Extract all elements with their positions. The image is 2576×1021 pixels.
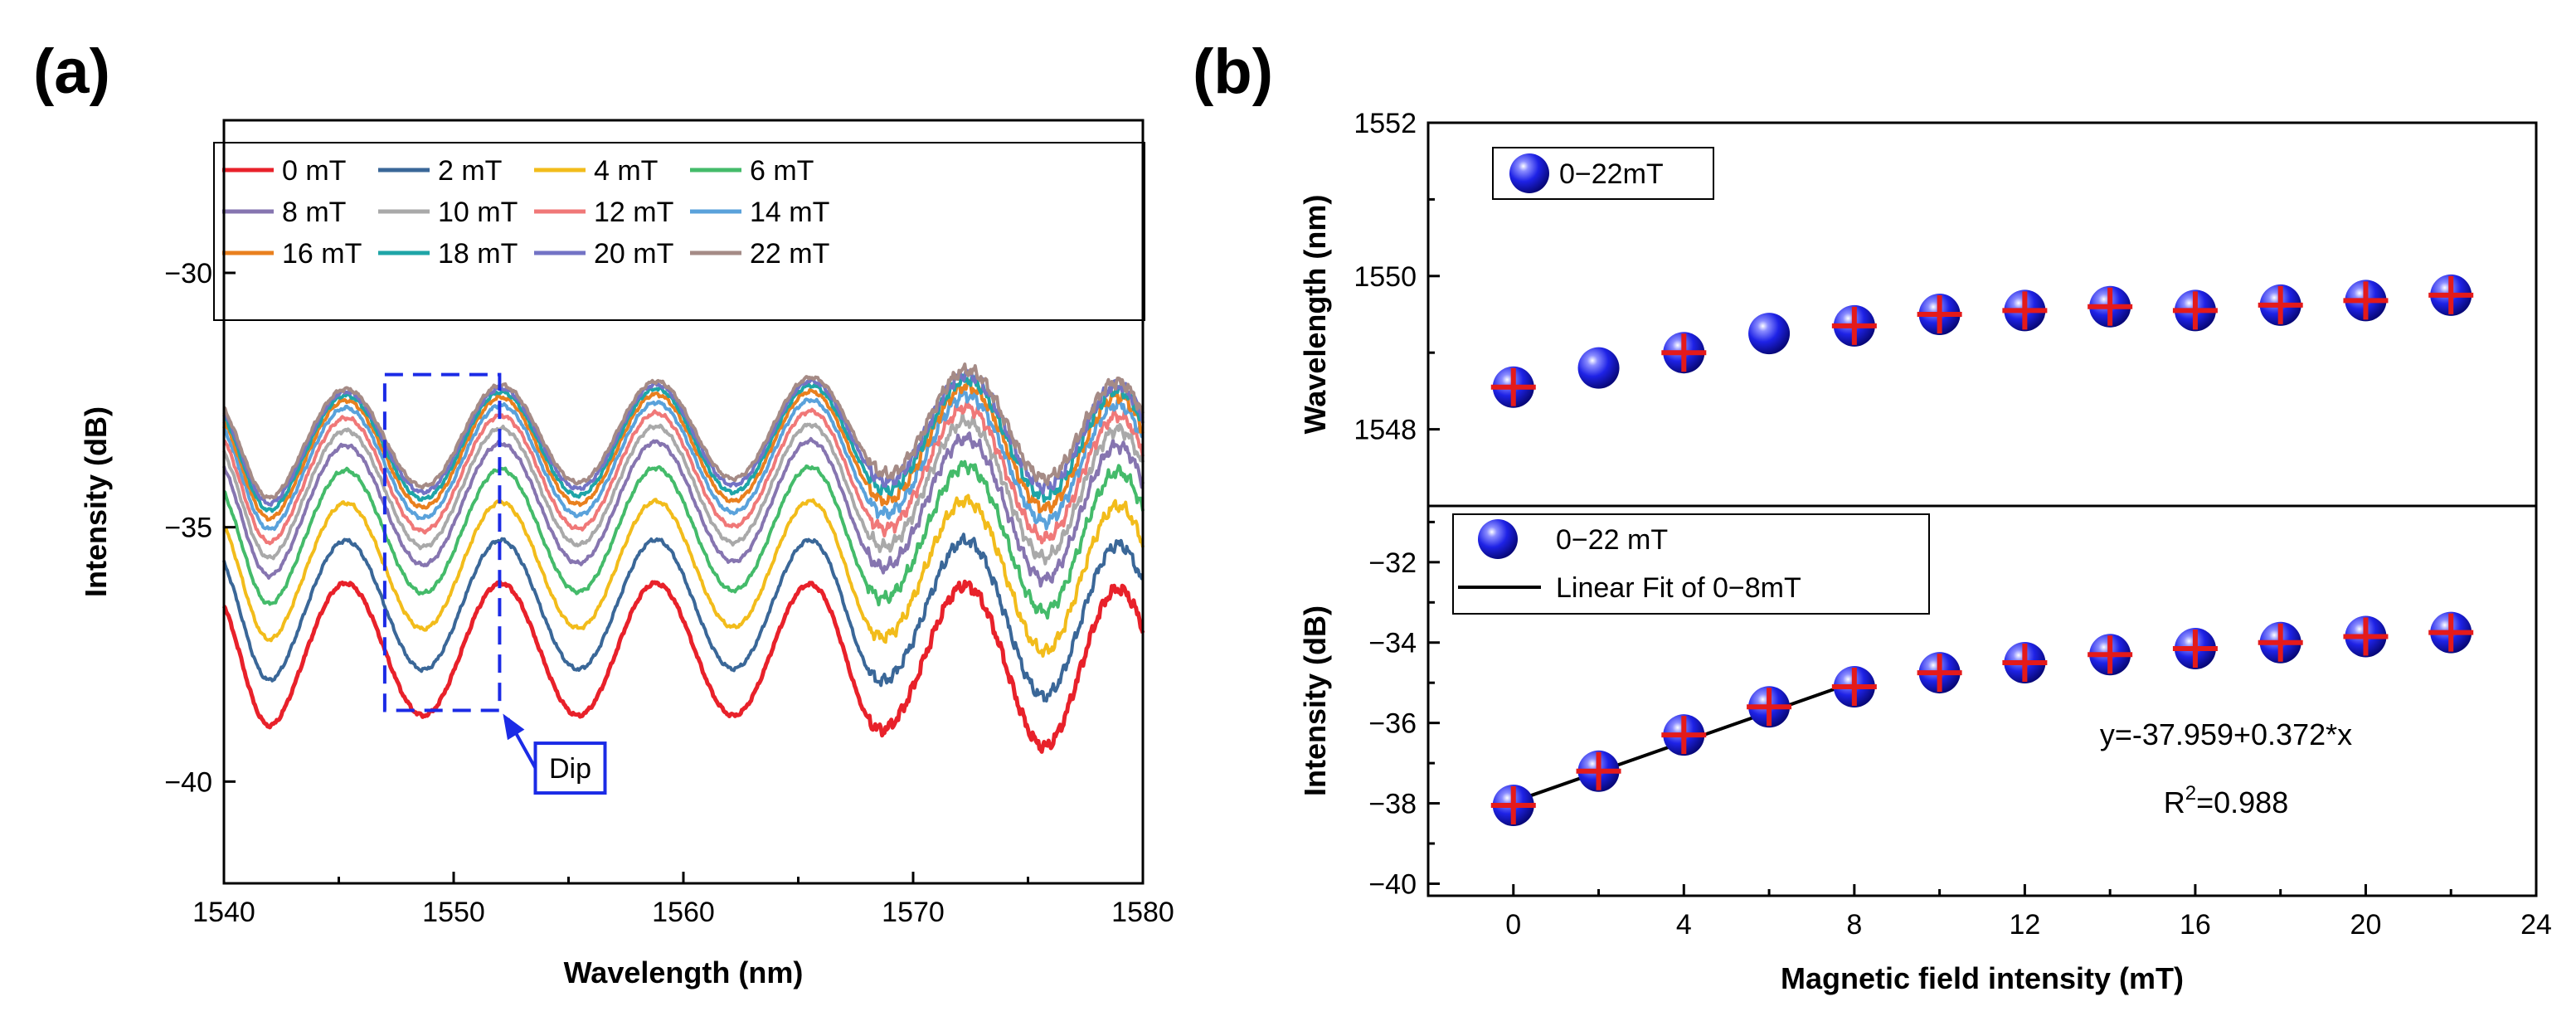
- y-tick-label-b-bottom: −34: [1368, 628, 1417, 659]
- wavelength-legend: 0−22mT: [1492, 147, 1714, 200]
- wavelength-point: [1748, 313, 1791, 355]
- legend-marker-b-top: [1509, 153, 1549, 193]
- legend-label-a: 4 mT: [594, 155, 658, 187]
- x-axis-label-a: Wavelength (nm): [564, 955, 804, 989]
- x-tick-label-a: 1540: [192, 897, 255, 928]
- axes-b-top: 1548 1550 1552: [1354, 108, 1440, 446]
- y-tick-label-b-bottom: −40: [1368, 868, 1417, 900]
- x-axis-label-b: Magnetic field intensity (mT): [1781, 961, 2184, 995]
- dip-label: Dip: [549, 753, 591, 785]
- y-axis-label-a: Intensity (dB): [79, 406, 113, 597]
- spectrum-chart: Dip 0 mT 2 mT 4 mT 6 mT 8 mT 10 mT 12 mT 14 mT 1…: [79, 119, 1174, 989]
- legend-label-fit: Linear Fit of 0−8mT: [1556, 572, 1801, 604]
- y-tick-label-b-bottom: −38: [1368, 789, 1417, 820]
- dip-box: [382, 372, 502, 712]
- intensity-points: [1490, 611, 2474, 826]
- y-tick-label-a: −40: [164, 766, 212, 798]
- x-tick-label-b: 0: [1505, 909, 1521, 941]
- x-tick-label-b: 12: [2009, 909, 2040, 941]
- spectrum-line-8-mT: [222, 431, 1145, 588]
- x-tick-label-a: 1580: [1111, 897, 1174, 928]
- legend-box-a: [213, 142, 1145, 321]
- x-tick-label-b: 20: [2350, 909, 2382, 941]
- y-tick-label-b-top: 1550: [1354, 261, 1417, 293]
- intensity-legend: 0−22 mT Linear Fit of 0−8mT: [1452, 513, 1930, 615]
- legend-label-points: 0−22 mT: [1556, 524, 1668, 556]
- y-axis-label-b-bottom: Intensity (dB): [1298, 605, 1332, 796]
- legend-label-b-top: 0−22mT: [1559, 158, 1664, 190]
- legend-label-a: 18 mT: [438, 238, 518, 270]
- legend-label-a: 2 mT: [438, 155, 502, 187]
- spectrum-line-2-mT: [222, 532, 1145, 703]
- spectrum-line-12-mT: [223, 399, 1145, 546]
- x-tick-label-b: 8: [1846, 909, 1862, 941]
- fit-equation: y=-37.959+0.372*x: [2100, 717, 2352, 751]
- spectrum-line-22-mT: [222, 362, 1145, 500]
- r2-sup: 2: [2185, 782, 2196, 805]
- legend-marker-b-bottom: [1478, 519, 1518, 559]
- axes-b-bottom: −40 −38 −36 −34 −32 0 4 8 12 16 20 24: [1368, 520, 2552, 941]
- y-tick-label-b-bottom: −36: [1368, 708, 1417, 740]
- spectrum-line-6-mT: [222, 459, 1145, 620]
- legend-label-a: 6 mT: [750, 155, 814, 187]
- x-tick-label-a: 1570: [882, 897, 945, 928]
- r2-prefix: R: [2164, 785, 2185, 819]
- y-tick-label-a: −35: [164, 513, 212, 544]
- x-tick-label-a: 1560: [652, 897, 715, 928]
- x-tick-label-b: 16: [2180, 909, 2211, 941]
- wavelength-point: [1577, 347, 1620, 389]
- spectrum-curves: [221, 362, 1145, 754]
- y-axis-label-b-top: Wavelength (nm): [1298, 195, 1332, 435]
- x-tick-label-a: 1550: [422, 897, 485, 928]
- wavelength-chart: 1548 1550 1552 0−22mT Wavelength (nm): [1298, 108, 2474, 446]
- spectrum-line-4-mT: [222, 493, 1145, 658]
- dip-annotation: Dip: [382, 372, 607, 795]
- legend-label-a: 14 mT: [750, 197, 829, 228]
- dip-label-box: [533, 741, 607, 795]
- legend-label-a: 0 mT: [282, 155, 346, 187]
- panel-a-label: (a): [33, 36, 110, 107]
- plot-frame-b: [1427, 121, 2538, 897]
- legend-label-a: 22 mT: [750, 238, 829, 270]
- dip-arrowhead: [503, 713, 525, 741]
- x-tick-label-b: 24: [2520, 909, 2552, 941]
- legend-label-a: 10 mT: [438, 197, 518, 228]
- y-tick-label-b-top: 1552: [1354, 108, 1417, 139]
- spectrum-line-0-mT: [221, 579, 1145, 754]
- panel-b-label: (b): [1193, 36, 1273, 107]
- intensity-chart: −40 −38 −36 −34 −32 0 4 8 12 16 20 24 0−22 mT Linear…: [1298, 513, 2552, 995]
- legend-label-a: 20 mT: [594, 238, 673, 270]
- legend-label-a: 8 mT: [282, 197, 346, 228]
- x-tick-label-b: 4: [1676, 909, 1692, 941]
- wavelength-points: [1490, 274, 2474, 408]
- legend-label-a: 12 mT: [594, 197, 673, 228]
- y-tick-label-a: −30: [164, 258, 212, 289]
- legend-label-a: 16 mT: [282, 238, 362, 270]
- spectrum-line-10-mT: [222, 412, 1145, 566]
- y-tick-label-b-bottom: −32: [1368, 547, 1417, 579]
- r2-value: =0.988: [2196, 785, 2288, 819]
- fit-r2: R2=0.988: [2164, 782, 2288, 819]
- spectrum-legend: 0 mT 2 mT 4 mT 6 mT 8 mT 10 mT 12 mT 14 mT 16 mT…: [213, 142, 1145, 321]
- legend-box-b-bottom: [1452, 513, 1930, 615]
- axes-a: 1540 1550 1560 1570 1580 −40 −35 −30: [164, 258, 1174, 928]
- spectrum-line-14-mT: [222, 390, 1144, 532]
- y-tick-label-b-top: 1548: [1354, 415, 1417, 446]
